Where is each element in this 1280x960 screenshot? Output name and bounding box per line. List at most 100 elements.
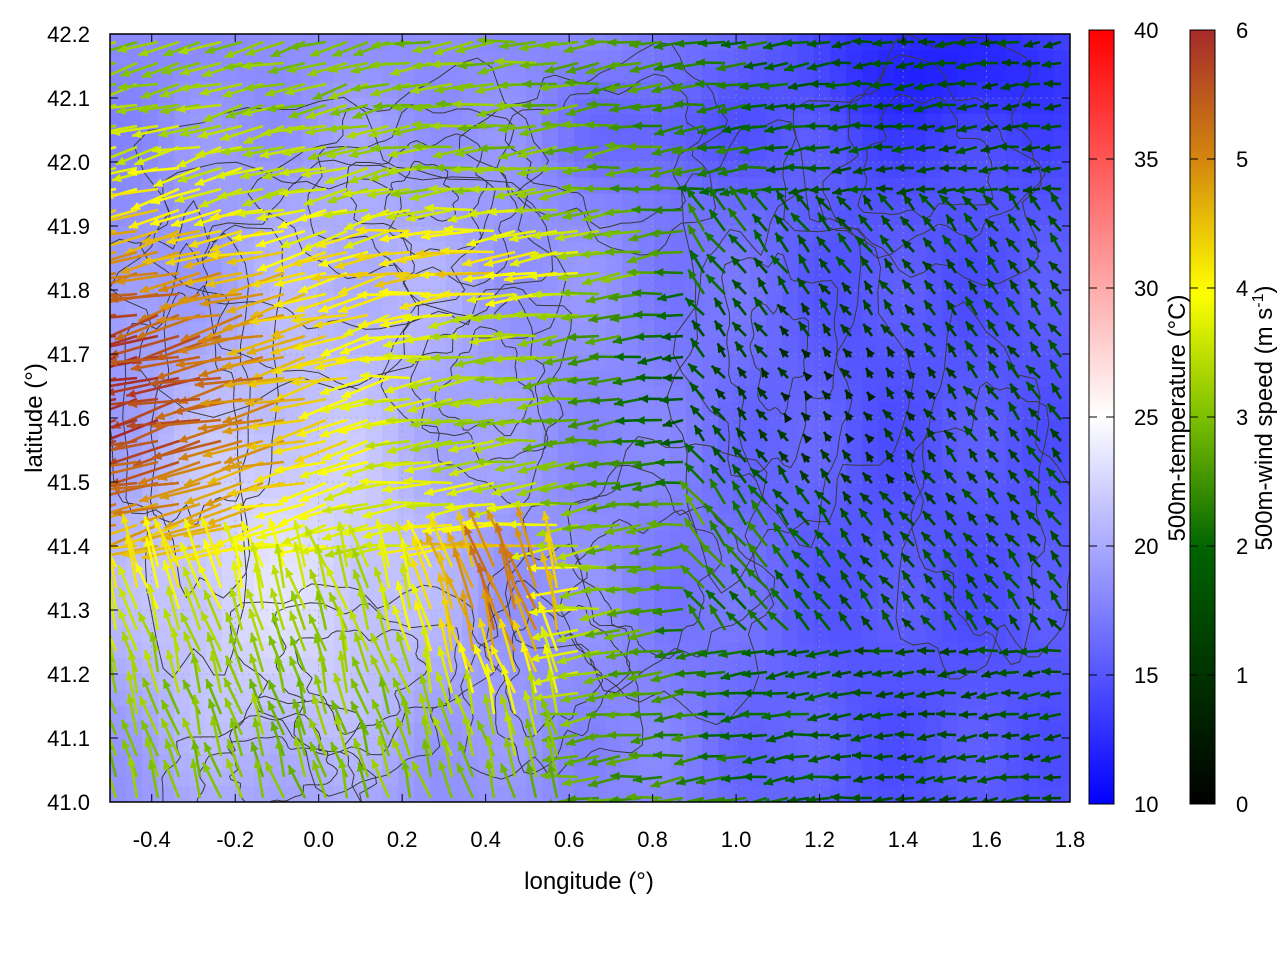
heat-cell xyxy=(734,130,751,147)
heat-cell xyxy=(1054,498,1070,515)
heat-cell xyxy=(702,66,719,83)
heat-cell xyxy=(846,418,863,435)
heat-cell xyxy=(1054,738,1070,755)
heat-cell xyxy=(526,194,543,211)
heat-cell xyxy=(494,354,511,371)
heat-cell xyxy=(638,402,655,419)
heat-cell xyxy=(222,578,239,595)
heat-cell xyxy=(766,242,783,259)
heat-cell xyxy=(270,130,287,147)
heat-cell xyxy=(1006,130,1023,147)
heat-cell xyxy=(318,706,335,723)
heat-cell xyxy=(830,130,847,147)
heat-cell xyxy=(638,338,655,355)
heat-cell xyxy=(782,738,799,755)
heat-cell xyxy=(894,130,911,147)
heat-cell xyxy=(718,418,735,435)
heat-cell xyxy=(574,178,591,195)
heat-cell xyxy=(1054,674,1070,691)
heat-cell xyxy=(862,418,879,435)
heat-cell xyxy=(750,738,767,755)
heat-cell xyxy=(782,418,799,435)
heat-cell xyxy=(222,66,239,83)
heat-cell xyxy=(590,466,607,483)
heat-cell xyxy=(1022,130,1039,147)
heat-cell xyxy=(862,130,879,147)
heat-cell xyxy=(654,274,671,291)
heat-cell xyxy=(734,354,751,371)
heat-cell xyxy=(862,178,879,195)
wind-arrow-head xyxy=(65,192,75,201)
heat-cell xyxy=(830,402,847,419)
heat-cell xyxy=(110,402,127,419)
heat-cell xyxy=(286,450,303,467)
wind-arrow-head xyxy=(93,104,102,113)
heat-cell xyxy=(958,674,975,691)
heat-cell xyxy=(750,130,767,147)
heat-cell xyxy=(958,626,975,643)
heat-cell xyxy=(990,178,1007,195)
wind-arrow-head xyxy=(90,299,100,308)
heat-cell xyxy=(318,626,335,643)
heat-cell xyxy=(990,66,1007,83)
heat-cell xyxy=(366,66,383,83)
heat-cell xyxy=(590,562,607,579)
heat-cell xyxy=(782,290,799,307)
heat-cell xyxy=(334,34,351,51)
heat-cell xyxy=(110,130,127,147)
heat-cell xyxy=(238,738,255,755)
heat-cell xyxy=(238,690,255,707)
heat-cell xyxy=(414,66,431,83)
heat-cell xyxy=(190,482,207,499)
heat-cell xyxy=(366,258,383,275)
heat-cell xyxy=(910,674,927,691)
heat-cell xyxy=(366,322,383,339)
wind-arrow-head xyxy=(97,93,107,101)
heat-cell xyxy=(878,738,895,755)
heat-cell xyxy=(638,498,655,515)
wind-arrow-head xyxy=(110,221,111,225)
heat-cell xyxy=(702,434,719,451)
heat-cell xyxy=(334,130,351,147)
heat-cell xyxy=(942,738,959,755)
wind-arrow-head xyxy=(77,64,87,73)
heat-cell xyxy=(862,738,879,755)
heat-cell xyxy=(446,338,463,355)
heat-cell xyxy=(366,626,383,643)
heat-cell xyxy=(366,466,383,483)
heat-cell xyxy=(302,658,319,675)
heat-cell xyxy=(814,674,831,691)
heat-cell xyxy=(558,642,575,659)
heat-cell xyxy=(366,786,383,802)
heat-cell xyxy=(366,578,383,595)
heat-cell xyxy=(670,450,687,467)
heat-cell xyxy=(174,754,191,771)
heat-cell xyxy=(734,738,751,755)
heat-cell xyxy=(494,786,511,802)
heat-cell xyxy=(318,610,335,627)
heat-cell xyxy=(814,114,831,131)
heat-cell xyxy=(1006,738,1023,755)
heat-cell xyxy=(622,594,639,611)
heat-cell xyxy=(638,210,655,227)
heat-cell xyxy=(958,370,975,387)
heat-cell xyxy=(974,434,991,451)
heat-cell xyxy=(414,130,431,147)
heat-cell xyxy=(686,370,703,387)
wind-arrow-head xyxy=(95,156,105,164)
heat-cell xyxy=(926,738,943,755)
heat-cell xyxy=(766,386,783,403)
heat-cell xyxy=(1054,114,1070,131)
wind-arrow xyxy=(110,250,117,255)
heat-cell xyxy=(286,50,303,67)
heat-cell xyxy=(654,562,671,579)
heat-cell xyxy=(366,402,383,419)
heat-cell xyxy=(238,258,255,275)
heat-cell xyxy=(750,594,767,611)
heat-cell xyxy=(910,66,927,83)
heat-cell xyxy=(846,786,863,802)
heat-cell xyxy=(494,290,511,307)
wind-arrow-head xyxy=(73,124,82,133)
heat-cell xyxy=(814,738,831,755)
heat-cell xyxy=(398,242,415,259)
